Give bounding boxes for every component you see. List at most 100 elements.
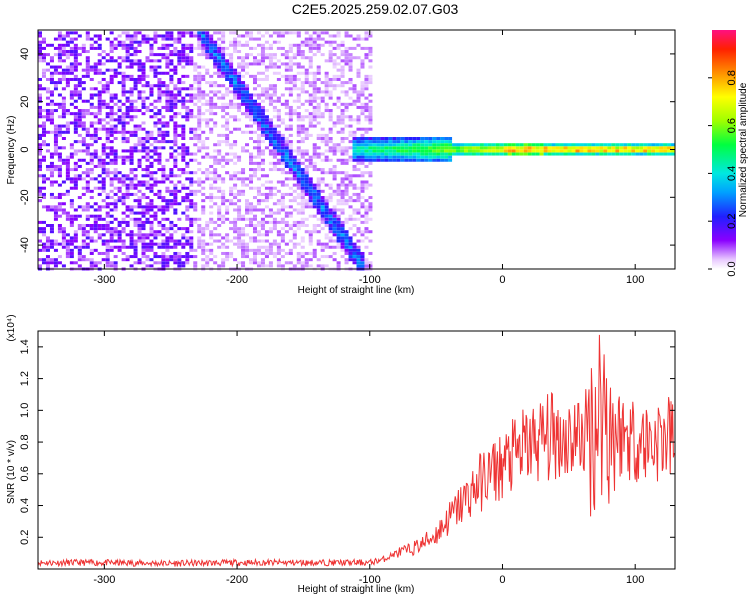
spectrogram-cell: [340, 146, 345, 150]
spectrogram-cell: [165, 124, 170, 128]
spectrogram-cell: [205, 31, 210, 35]
spectrogram-cell: [185, 205, 190, 209]
spectrogram-cell: [300, 81, 305, 85]
spectrogram-cell: [101, 124, 106, 128]
spectrogram-cell: [177, 59, 182, 63]
spectrogram-cell: [324, 102, 329, 106]
spectrogram-cell: [324, 211, 329, 215]
spectrogram-cell: [368, 149, 373, 153]
spectrogram-cell: [145, 146, 150, 150]
spectrogram-cell: [181, 81, 186, 85]
spectrogram-cell: [245, 245, 250, 249]
spectrogram-cell: [189, 205, 194, 209]
spectrogram-cell: [93, 137, 98, 141]
spectrogram-cell: [324, 199, 329, 203]
spectrogram-cell: [85, 68, 90, 72]
spectrogram-cell: [177, 133, 182, 137]
spectrogram-cell: [217, 149, 222, 153]
spectrogram-cell: [340, 192, 345, 196]
spectrogram-cell: [241, 180, 246, 184]
spectrogram-cell: [320, 245, 325, 249]
spectrogram-cell: [65, 56, 70, 60]
spectrogram-cell: [360, 171, 365, 175]
spectrogram-cell: [105, 202, 110, 206]
spectrogram-cell: [308, 251, 313, 255]
spectrogram-cell: [268, 211, 273, 215]
spectrogram-cell: [149, 227, 154, 231]
spectrogram-cell: [280, 236, 285, 240]
spectrogram-cell: [237, 192, 242, 196]
spectrogram-cell: [328, 236, 333, 240]
spectrogram-cell: [344, 152, 349, 156]
spectrogram-cell: [348, 248, 353, 252]
spectrogram-cell: [348, 177, 353, 181]
spectrogram-cell: [225, 62, 230, 66]
spectrogram-cell: [292, 236, 297, 240]
spectrogram-cell: [364, 171, 369, 175]
spectrogram-cell: [85, 56, 90, 60]
spectrogram-cell: [53, 208, 58, 212]
spectrogram-cell: [448, 143, 453, 147]
spectrogram-cell: [205, 118, 210, 122]
spectrogram-cell: [316, 87, 321, 91]
spectrogram-cell: [503, 152, 508, 156]
spectrogram-cell: [631, 143, 636, 147]
spectrogram-cell: [340, 140, 345, 144]
spectrogram-cell: [101, 87, 106, 91]
spectrogram-cell: [161, 81, 166, 85]
spectrogram-cell: [320, 168, 325, 172]
spectrogram-cell: [177, 81, 182, 85]
spectrogram-cell: [272, 124, 277, 128]
spectrogram-cell: [61, 53, 66, 57]
spectrogram-cell: [141, 140, 146, 144]
spectrogram-cell: [264, 124, 269, 128]
spectrogram-cell: [41, 68, 46, 72]
spectrogram-cell: [45, 248, 50, 252]
spectrogram-cell: [300, 50, 305, 54]
spectrogram-cell: [249, 53, 254, 57]
spectrogram-cell: [444, 155, 449, 159]
spectrogram-cell: [38, 192, 42, 196]
spectrogram-cell: [237, 261, 242, 265]
spectrogram-cell: [296, 168, 301, 172]
spectrogram-cell: [177, 93, 182, 97]
spectrogram-cell: [388, 158, 393, 162]
spectrogram-cell: [41, 130, 46, 134]
spectrogram-cell: [185, 239, 190, 243]
spectrogram-cell: [85, 205, 90, 209]
spectrogram-cell: [185, 146, 190, 150]
spectrogram-cell: [69, 242, 74, 246]
spectrogram-cell: [503, 149, 508, 153]
spectrogram-cell: [197, 115, 202, 119]
spectrogram-cell: [109, 112, 114, 116]
spectrogram-cell: [233, 174, 238, 178]
spectrogram-cell: [133, 239, 138, 243]
spectrogram-cell: [129, 183, 134, 187]
spectrogram-cell: [336, 146, 341, 150]
spectrogram-cell: [328, 118, 333, 122]
spectrogram-cell: [157, 230, 162, 234]
spectrogram-cell: [340, 236, 345, 240]
spectrogram-cell: [38, 50, 42, 54]
spectrogram-cell: [81, 186, 86, 190]
spectrogram-cell: [153, 59, 158, 63]
spectrogram-cell: [65, 189, 70, 193]
spectrogram-cell: [340, 74, 345, 78]
spectrogram-cell: [249, 236, 254, 240]
spectrogram-cell: [109, 214, 114, 218]
spectrogram-cell: [77, 34, 82, 38]
spectrogram-cell: [101, 183, 106, 187]
spectrogram-cell: [332, 205, 337, 209]
spectrogram-cell: [519, 143, 524, 147]
spectrogram-cell: [201, 53, 206, 57]
spectrogram-cell: [57, 105, 62, 109]
spectrogram-cell: [38, 143, 42, 147]
spectrogram-cell: [436, 158, 441, 162]
spectrogram-cell: [252, 251, 257, 255]
spectrogram-cell: [185, 261, 190, 265]
spectrogram-cell: [217, 233, 222, 237]
spectrogram-cell: [57, 171, 62, 175]
spectrogram-cell: [225, 211, 230, 215]
spectrogram-cell: [667, 149, 672, 153]
spectrogram-cell: [304, 37, 309, 41]
